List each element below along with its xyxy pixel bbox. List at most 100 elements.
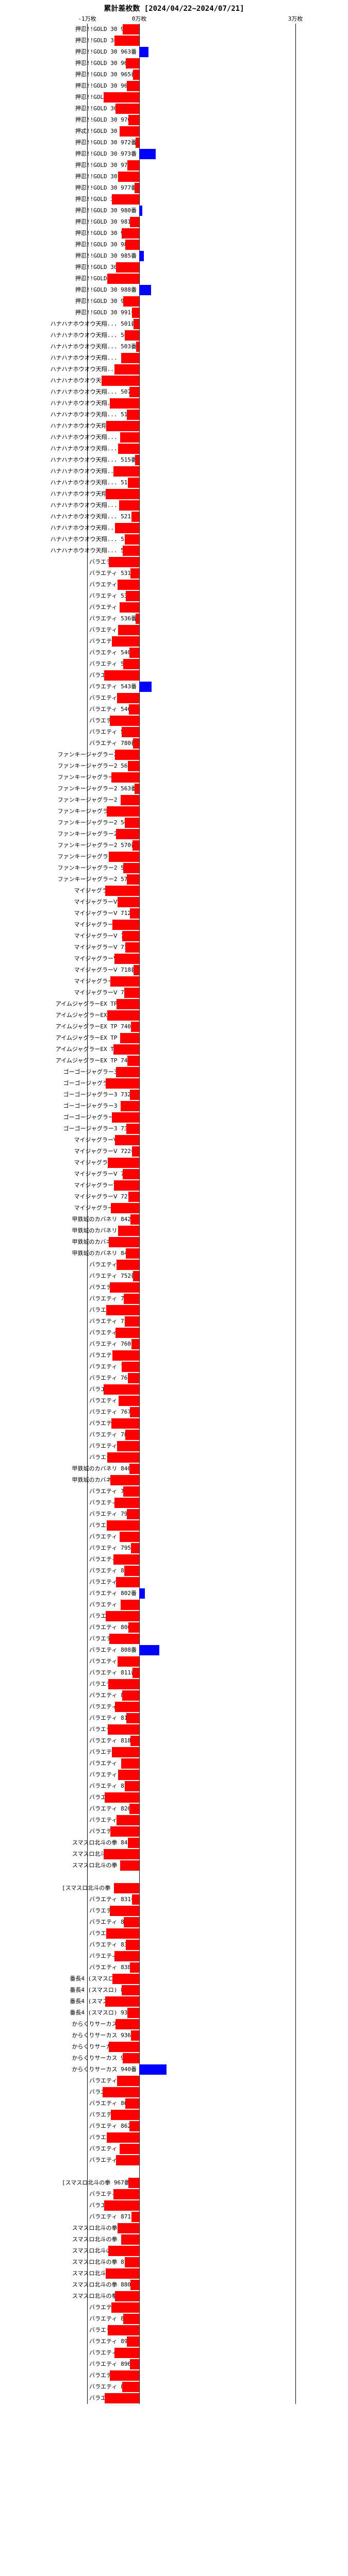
chart-row: バラエティ 792番 <box>0 1520 348 1531</box>
row-label: 押忍!!GOLD 30 965番 <box>75 69 137 80</box>
bar <box>120 432 139 443</box>
bar <box>125 1781 139 1791</box>
row-label: ハナハナホウオウ天翔... 503番 <box>51 341 137 352</box>
chart-row: ゴーゴージャグラー3 731番 <box>0 1078 348 1089</box>
chart-row: スマスロ北斗の拳 878番 <box>0 2268 348 2279</box>
row-label: 甲鉄城のカバネリ 842番 <box>72 1214 137 1225</box>
chart-row: 甲鉄城のカバネリ 842番 <box>0 1214 348 1225</box>
chart-row: バラエティ 896番 <box>0 2359 348 2370</box>
bar <box>114 1180 139 1191</box>
row-label: 押忍!!GOLD 30 970番 <box>75 114 137 126</box>
bar <box>133 1271 139 1281</box>
chart-row: バラエティ 791番 <box>0 1509 348 1520</box>
row-label: からくりサーカス 940番 <box>72 2064 137 2075</box>
chart-row: バラエティ 763番 <box>0 1372 348 1384</box>
bar <box>121 2234 139 2245</box>
bar <box>112 1350 139 1361</box>
row-label: 押忍!!GOLD 30 963番 <box>75 46 137 58</box>
chart-row: 押忍!!GOLD 30 990番 <box>0 296 348 307</box>
bar <box>128 761 139 771</box>
bar <box>109 2042 139 2052</box>
bar <box>117 2076 139 2086</box>
chart-row: ゴーゴージャグラー3 736番 <box>0 1123 348 1134</box>
chart-row: バラエティ 802番 <box>0 1588 348 1599</box>
chart-row: 押忍!!GOLD 30 961番 <box>0 24 348 35</box>
chart-row: ファンキージャグラー2 565番 <box>0 794 348 806</box>
chart-row: バラエティ 810番 <box>0 1656 348 1667</box>
bar <box>123 24 139 35</box>
chart-row: スマスロ北斗の拳 851番 <box>0 1860 348 1871</box>
bar <box>125 942 139 953</box>
bar <box>115 523 139 533</box>
chart-row: 押忍!!GOLD 30 980番 <box>0 205 348 216</box>
bar <box>106 1611 139 1621</box>
bar <box>123 296 139 307</box>
chart-row: マイジャグラーⅤ 717番 <box>0 953 348 964</box>
bar <box>110 1475 139 1485</box>
bar <box>107 2132 139 2143</box>
chart-row: バラエティ 815番 <box>0 1701 348 1713</box>
chart-row: バラエティ 762番 <box>0 1361 348 1372</box>
chart-row: スマスロ北斗の拳 850番 <box>0 1849 348 1860</box>
chart-row: ハナハナホウオウ天翔... 522番 <box>0 522 348 534</box>
bar <box>104 1384 139 1395</box>
row-label: マイジャグラーⅤ 727番 <box>74 1191 137 1202</box>
chart-row: バラエティ 790番 <box>0 1497 348 1509</box>
row-label: バラエティ 808番 <box>89 1645 137 1656</box>
bar <box>121 795 139 805</box>
axis-tick-label: 0万枚 <box>132 14 147 23</box>
bar <box>119 500 139 511</box>
chart-row: 甲鉄城のカバネリ 845番 <box>0 1236 348 1248</box>
row-label: [スマスロ北斗の拳 967番…] <box>62 2177 137 2189</box>
chart-row: バラエティ 531番 <box>0 568 348 579</box>
bar <box>129 1464 139 1474</box>
chart-row: ファンキージャグラー2 572番 <box>0 862 348 874</box>
bar <box>118 2223 139 2233</box>
chart-row: バラエティ 818番 <box>0 1735 348 1747</box>
chart-row: バラエティ 800番 <box>0 1565 348 1577</box>
bar <box>126 1940 139 1950</box>
chart-row: バラエティ 837番 <box>0 1951 348 1962</box>
bar <box>118 1226 139 1236</box>
chart-row: スマスロ北斗の拳 848番 <box>0 1837 348 1849</box>
bar <box>131 2212 139 2222</box>
bar <box>104 92 139 103</box>
bar <box>110 976 139 987</box>
chart-row: バラエティ 785番 <box>0 1429 348 1440</box>
chart-row: バラエティ 899番 <box>0 2393 348 2404</box>
chart-row: マイジャグラーⅤ 713番 <box>0 919 348 930</box>
bar <box>128 478 139 488</box>
row-label: マイジャグラーⅤ 722番 <box>74 1146 137 1157</box>
bar <box>139 251 144 261</box>
chart-row: ハナハナホウオウ天翔... 521番 <box>0 511 348 522</box>
bar <box>131 1339 139 1349</box>
bar <box>135 455 139 465</box>
bar <box>109 852 139 862</box>
row-label: 押忍!!GOLD 30 977番 <box>75 182 137 194</box>
chart-row: ファンキージャグラー2 566番 <box>0 806 348 817</box>
bar <box>120 602 139 613</box>
bar <box>132 1146 139 1157</box>
bar <box>134 319 139 329</box>
chart-row: 押忍!!GOLD 30 963番 <box>0 46 348 58</box>
bar <box>125 1430 139 1440</box>
chart-row: バラエティ 546番 <box>0 704 348 715</box>
bar <box>125 2257 139 2267</box>
bar <box>109 1237 139 1247</box>
chart-row: バラエティ 780番 <box>0 738 348 749</box>
chart-row: 甲鉄城のカバネリ 841番 <box>0 1475 348 1486</box>
chart-row: ハナハナホウオウ天翔... 513番 <box>0 443 348 454</box>
bar <box>132 308 139 318</box>
chart-row: 押忒!!GOLD 30 971番 <box>0 126 348 137</box>
bar <box>128 1838 139 1848</box>
bar <box>121 1101 139 1111</box>
bar <box>120 1860 139 1871</box>
chart-row: マイジャグラーⅤ 718番 <box>0 964 348 976</box>
bar <box>118 897 139 907</box>
bar <box>136 138 139 148</box>
chart-row: バラエティ 869番 <box>0 2189 348 2200</box>
bar <box>123 546 139 556</box>
bar <box>125 2098 139 2109</box>
chart-row: 押忍!!GOLD 30 965番 <box>0 69 348 80</box>
row-label: 甲鉄城のカバネリ 840番 <box>72 1463 137 1475</box>
